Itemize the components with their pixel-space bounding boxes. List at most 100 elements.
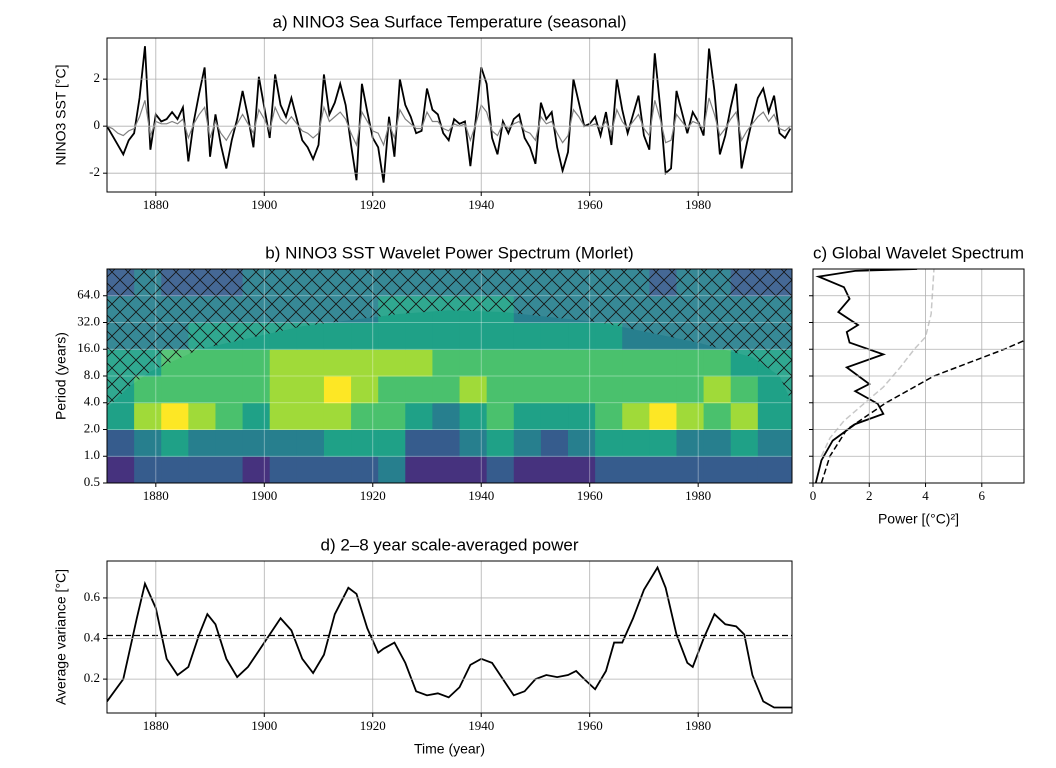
cone-of-influence [107,269,792,483]
x-axis-label: Time (year) [414,741,485,757]
spectrum-line [820,269,935,457]
heat-cell [649,376,677,404]
x-tick-label: 4 [922,488,929,503]
heat-cell [215,376,244,404]
heat-cell [378,349,406,377]
heat-cell [432,429,461,457]
heat-cell [676,402,705,430]
chart-title: a) NINO3 Sea Surface Temperature (season… [272,12,626,31]
heat-cell [513,402,542,430]
x-tick-label: 1880 [143,197,169,212]
heat-cell [323,402,352,430]
heat-cell [730,376,759,404]
axes-frame [106,560,793,714]
heat-cell [540,349,569,377]
heat-cell [432,376,461,404]
heat-cell [595,402,623,430]
heat-cell [676,456,705,483]
heat-cell [703,349,732,377]
heat-cell [242,429,271,457]
heat-cell [568,429,596,457]
heat-cell [134,429,162,457]
heat-cell [107,456,135,483]
chart-title: c) Global Wavelet Spectrum [813,243,1024,262]
heat-cell [269,456,298,483]
heat-cell [242,456,271,483]
x-tick-label: 0 [810,488,817,503]
heat-cell [595,322,623,350]
heat-cell [134,376,162,404]
x-tick-label: 1920 [360,197,386,212]
y-tick-label: 2 [94,70,101,85]
heat-cell [486,456,515,483]
x-tick-label: 1880 [143,718,169,733]
heat-cell [134,456,162,483]
heat-cell [513,349,542,377]
heat-cell [540,402,569,430]
heat-cell [296,322,325,350]
heat-cell [188,429,216,457]
spectrum-line [814,269,918,483]
x-axis-label: Power [(°C)²] [878,511,959,527]
heat-cell [540,429,569,457]
heat-cell [188,349,216,377]
heat-cell [432,349,461,377]
heat-cell [595,349,623,377]
heat-cell [757,402,792,430]
heat-cell [649,456,677,483]
heat-cell [269,429,298,457]
heat-cell [107,402,135,430]
y-tick-label: 1.0 [84,447,100,462]
x-tick-label: 2 [866,488,873,503]
heat-cell [459,349,488,377]
axes-frame [106,37,793,193]
heat-cell [486,429,515,457]
heat-cell [269,402,298,430]
heat-cell [242,376,271,404]
x-tick-label: 1980 [685,197,711,212]
heat-cell [676,376,705,404]
heat-cell [459,456,488,483]
x-tick-label: 1980 [685,488,711,503]
spectrum-line [820,339,1024,483]
heat-cell [703,402,732,430]
heat-cell [296,456,325,483]
heat-cell [486,402,515,430]
heat-cell [161,429,189,457]
heat-cell [622,376,650,404]
heat-cell [568,322,596,350]
heat-cell [351,322,379,350]
heat-cell [134,402,162,430]
chart-title: b) NINO3 SST Wavelet Power Spectrum (Mor… [265,243,633,262]
heat-cell [161,376,189,404]
x-tick-label: 1980 [685,718,711,733]
heat-cell [432,402,461,430]
heat-cell [622,456,650,483]
heat-cell [323,322,352,350]
y-tick-label: 0 [94,117,101,132]
heat-cell [459,402,488,430]
heat-cell [757,456,792,483]
heat-cell [215,349,244,377]
y-tick-label: 64.0 [77,287,100,302]
heat-cell [161,456,189,483]
heat-cell [486,322,515,350]
x-tick-label: 1880 [143,488,169,503]
heat-cell [323,429,352,457]
heat-cell [296,376,325,404]
heat-cell [649,429,677,457]
heat-cell [568,349,596,377]
heat-cell [459,429,488,457]
heat-cell [649,349,677,377]
heat-cell [351,429,379,457]
x-tick-label: 1920 [360,718,386,733]
data-line [107,46,792,183]
heat-cell [568,402,596,430]
heat-cell [242,402,271,430]
plot-area [107,46,792,183]
heat-cell [161,402,189,430]
heat-cell [378,429,406,457]
heat-cell [378,322,406,350]
heat-cell [513,456,542,483]
